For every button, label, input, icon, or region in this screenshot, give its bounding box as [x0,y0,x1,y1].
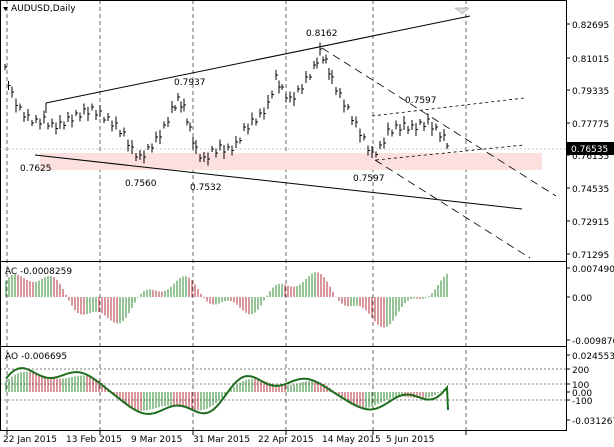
price-bars [4,42,449,166]
price-tick-label: 0.72915 [572,218,609,228]
ao-tick-label: 100 [572,381,589,391]
time-axis: 22 Jan 2015 13 Feb 2015 9 Mar 2015 31 Ma… [3,431,467,445]
time-tick-label: 22 Jan 2015 [3,435,57,445]
time-tick-label: 31 Mar 2015 [193,435,250,445]
price-tick-label: 0.82695 [572,21,609,31]
ao-tick-label: 0.00 [572,389,592,399]
ac-tick-label: 0.007490 [572,265,614,275]
time-tick-label: 5 Jun 2015 [386,435,434,445]
annotation-mid-high: 0.7937 [174,78,206,88]
time-tick-label: 9 Mar 2015 [131,435,182,445]
time-tick-label: 13 Feb 2015 [66,435,122,445]
ao-panel: AO -0.006695 0.024553 200 100 0.00 -100 … [0,352,614,427]
ac-tick-label: 0.00 [572,294,592,304]
ao-tick-label: 200 [572,366,589,376]
time-tick-label: 22 Apr 2015 [258,435,314,445]
upper-channel-line[interactable] [45,15,471,104]
chevron-down-icon[interactable] [3,7,8,11]
ao-tick-label: -0.031267 [572,417,614,427]
ao-histogram [5,371,448,411]
ac-tick-label: -0.009876 [572,337,614,347]
annotation-high: 0.8162 [306,29,338,39]
ao-tick-label: -100 [572,397,593,407]
annotation-low-1: 0.7625 [20,164,52,174]
price-tick-label: 0.76135 [572,152,609,162]
descending-channel[interactable] [321,47,557,259]
support-zone[interactable] [40,153,542,170]
ac-histogram [5,272,448,328]
ao-title: AO -0.006695 [5,352,67,362]
ao-tick-label: 0.024553 [572,352,614,362]
symbol-title-text: AUDUSD,Daily [11,4,76,14]
symbol-title: AUDUSD,Daily [3,4,76,14]
shift-marker-icon[interactable] [454,7,470,15]
annotation-wedge-high: 0.7597 [405,96,437,106]
vertical-grid [6,0,467,430]
ac-panel: AC -0.0008259 0.007490 0.00 -0.009876 [5,265,614,347]
price-tick-label: 0.71295 [572,251,609,261]
current-price-box [567,142,614,155]
channel-lines[interactable] [34,15,523,210]
ao-line [5,367,449,415]
annotation-low-4: 0.7597 [353,174,385,184]
current-price-label: 0.76535 [571,145,608,155]
time-tick-label: 14 May 2015 [322,435,381,445]
annotation-low-3: 0.7532 [190,183,222,193]
price-annotations: 0.8162 0.7937 0.7597 0.7625 0.7560 0.753… [20,29,437,193]
price-tick-label: 0.81015 [572,55,609,65]
wedge-lines[interactable] [371,97,525,161]
plot-frame [0,0,567,431]
annotation-low-2: 0.7560 [125,179,157,189]
ac-title: AC -0.0008259 [5,267,72,277]
lower-channel-line[interactable] [34,154,523,210]
price-tick-label: 0.77775 [572,120,609,130]
price-axis: 0.82695 0.81015 0.79335 0.77775 0.76135 … [566,21,614,261]
price-tick-label: 0.74535 [572,185,609,195]
price-tick-label: 0.79335 [572,87,609,97]
